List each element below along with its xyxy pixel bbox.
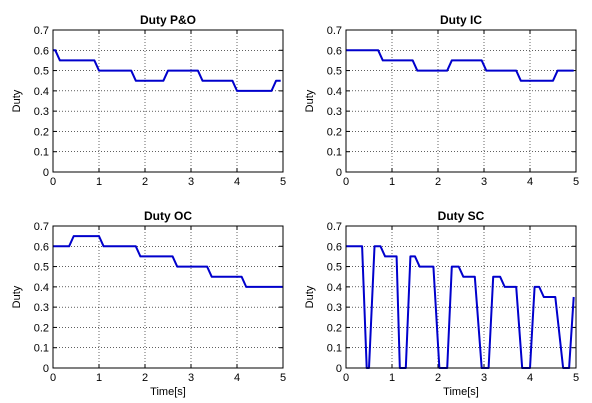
x-tick-label: 1 [96,372,102,384]
y-tick-label: 0.7 [34,25,49,37]
y-tick-label: 0.4 [327,282,342,294]
plot-frame [52,29,284,173]
subplot-duty-oc: 0 1 2 3 4 5 0 0.1 0.2 0.3 0.4 0.5 0.6 0.7 Duty OC Duty T… [11,209,286,398]
x-tick-label: 1 [96,176,102,188]
x-tick-label: 0 [50,372,56,384]
plot-frame [52,225,284,369]
subplot-title: Duty OC [144,209,192,223]
y-tick-label: 0.5 [327,262,342,274]
subplot-duty-sc: 0 1 2 3 4 5 0 0.1 0.2 0.3 0.4 0.5 0.6 0.7 Duty SC Duty T… [304,209,579,398]
y-tick-label: 0.7 [327,221,342,233]
x-tick-label: 4 [527,176,533,188]
x-tick-label: 4 [527,372,533,384]
x-tick-label: 5 [280,176,286,188]
x-tick-label: 5 [573,176,579,188]
x-tick-label: 2 [142,372,148,384]
duty-series-line [346,49,574,82]
x-tick-label: 2 [142,176,148,188]
y-axis-label: Duty [304,285,316,308]
x-tick-label: 1 [389,372,395,384]
y-tick-label: 0.4 [34,282,49,294]
y-tick-label: 0.3 [327,106,342,118]
x-tick-label: 3 [481,176,487,188]
y-axis-label: Duty [11,89,23,112]
y-tick-label: 0.6 [327,241,342,253]
y-tick-label: 0.5 [327,66,342,78]
y-tick-label: 0.5 [34,262,49,274]
y-tick-label: 0.2 [327,126,342,138]
x-tick-label: 0 [343,176,349,188]
y-tick-label: 0.6 [34,241,49,253]
y-tick-label: 0.2 [34,322,49,334]
y-tick-label: 0.1 [34,343,49,355]
x-tick-label: 4 [234,372,240,384]
x-tick-label: 3 [188,372,194,384]
y-tick-label: 0.7 [34,221,49,233]
x-axis-label: Time[s] [150,386,186,398]
y-tick-label: 0.1 [327,147,342,159]
x-tick-label: 0 [50,176,56,188]
y-axis-label: Duty [11,285,23,308]
y-tick-label: 0 [43,167,49,179]
y-tick-label: 0.2 [327,322,342,334]
y-tick-label: 0.6 [34,45,49,57]
duty-series-line [346,245,575,369]
x-tick-label: 5 [280,372,286,384]
y-tick-label: 0.3 [34,106,49,118]
y-axis-label: Duty [304,89,316,112]
subplot-title: Duty P&O [140,13,196,27]
y-tick-label: 0.7 [327,25,342,37]
y-tick-label: 0 [336,167,342,179]
plot-frame [345,225,577,369]
plot-frame [345,29,577,173]
y-tick-label: 0.4 [34,86,49,98]
duty-series-line [53,49,281,92]
y-tick-label: 0.3 [34,302,49,314]
y-tick-label: 0.1 [34,147,49,159]
x-tick-label: 2 [435,176,441,188]
y-tick-label: 0.6 [327,45,342,57]
y-tick-label: 0.3 [327,302,342,314]
x-tick-label: 3 [481,372,487,384]
y-tick-label: 0 [43,363,49,375]
x-axis-label: Time[s] [443,386,479,398]
subplot-title: Duty IC [440,13,482,27]
x-tick-label: 2 [435,372,441,384]
x-tick-label: 5 [573,372,579,384]
y-tick-label: 0.4 [327,86,342,98]
y-tick-label: 0.1 [327,343,342,355]
subplot-title: Duty SC [438,209,485,223]
x-tick-label: 4 [234,176,240,188]
y-tick-label: 0 [336,363,342,375]
y-tick-label: 0.5 [34,66,49,78]
y-tick-label: 0.2 [34,126,49,138]
subplot-duty-ic: 0 1 2 3 4 5 0 0.1 0.2 0.3 0.4 0.5 0.6 0.7 Duty IC Duty [304,13,579,188]
x-tick-label: 1 [389,176,395,188]
subplot-duty-po: 0 1 2 3 4 5 0 0.1 0.2 0.3 0.4 0.5 0.6 0.7 Duty P&O Duty [11,13,286,188]
x-tick-label: 0 [343,372,349,384]
duty-series-line [53,235,283,288]
x-tick-label: 3 [188,176,194,188]
